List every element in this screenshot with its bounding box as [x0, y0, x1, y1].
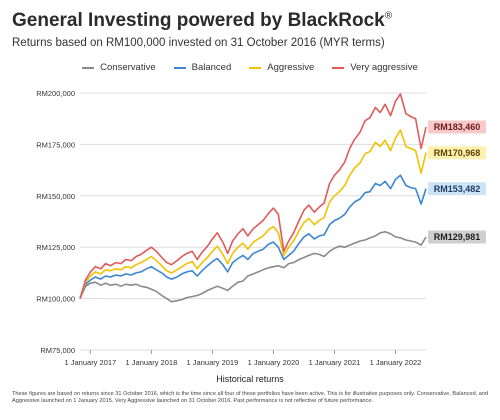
legend-label-balanced: Balanced — [191, 62, 232, 73]
legend-label-aggressive: Aggressive — [267, 62, 315, 73]
chart-subtitle: Returns based on RM100,000 invested on 3… — [12, 37, 385, 49]
footnote: These figures are based on returns since… — [12, 391, 489, 404]
series-line-very-aggressive — [79, 93, 427, 299]
legend-item-balanced: Balanced — [173, 62, 232, 73]
x-tick-label-1: 1 January 2018 — [126, 358, 178, 367]
series-line-conservative — [79, 231, 427, 303]
chart-title: General Investing powered by BlackRock® — [12, 10, 393, 31]
x-axis-title: Historical returns — [216, 374, 284, 384]
series-line-balanced — [79, 174, 427, 299]
end-label-aggressive: RM170,968 — [434, 148, 481, 158]
end-label-very-aggressive: RM183,460 — [434, 122, 481, 132]
x-tick-label-4: 1 January 2021 — [309, 358, 361, 367]
legend-label-conservative: Conservative — [100, 62, 156, 73]
legend-swatch-conservative — [82, 66, 95, 69]
legend-swatch-very-aggressive — [332, 66, 345, 69]
registered-mark: ® — [384, 10, 393, 22]
y-tick-label-5: RM200,000 — [36, 89, 75, 98]
y-tick-label-0: RM75,000 — [40, 346, 75, 355]
legend-item-conservative: Conservative — [82, 62, 156, 73]
legend-item-aggressive: Aggressive — [249, 62, 314, 73]
end-label-box-conservative — [428, 230, 486, 244]
end-label-box-aggressive — [428, 146, 486, 160]
legend-swatch-balanced — [173, 66, 186, 69]
legend-item-very-aggressive: Very aggressive — [332, 62, 418, 73]
chart-legend: Conservative Balanced Aggressive Very ag… — [0, 62, 500, 73]
end-label-balanced: RM153,482 — [434, 184, 481, 194]
x-tick-label-2: 1 January 2019 — [187, 358, 239, 367]
legend-label-very-aggressive: Very aggressive — [350, 62, 418, 73]
x-tick-label-3: 1 January 2020 — [248, 358, 300, 367]
y-tick-label-2: RM125,000 — [36, 243, 75, 252]
end-label-box-balanced — [428, 182, 486, 196]
series-line-aggressive — [79, 129, 427, 299]
end-label-conservative: RM129,981 — [434, 232, 481, 242]
y-tick-label-1: RM100,000 — [36, 295, 75, 304]
x-tick-label-5: 1 January 2022 — [370, 358, 422, 367]
x-tick-label-0: 1 January 2017 — [65, 358, 117, 367]
legend-swatch-aggressive — [249, 66, 262, 69]
end-label-box-very-aggressive — [428, 120, 486, 134]
y-tick-label-4: RM175,000 — [36, 140, 75, 149]
y-tick-label-3: RM150,000 — [36, 192, 75, 201]
